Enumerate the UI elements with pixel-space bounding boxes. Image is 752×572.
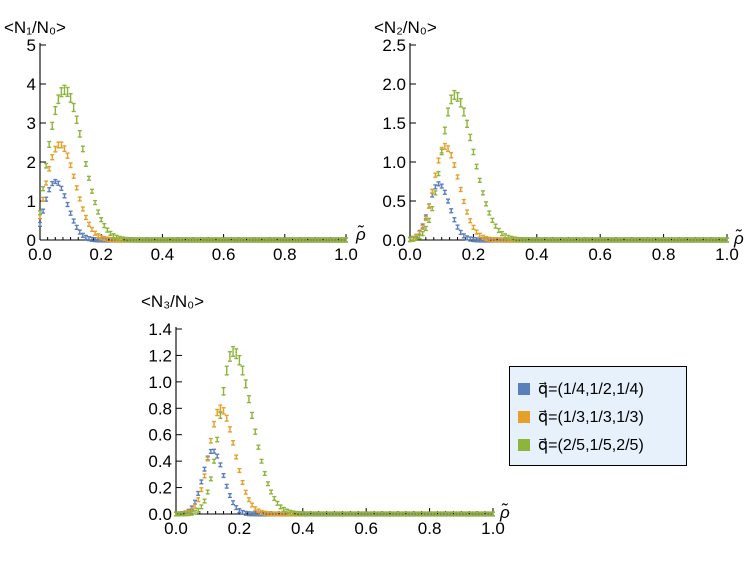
series-2	[408, 142, 729, 243]
y-tick-label: 5	[27, 36, 36, 55]
series-1	[174, 448, 495, 517]
chart-panel-2: 0.0 0.2 0.4 0.6 0.8 1.0 0.0 0.5 1.0 1.5 2.0 2.5<N₂/…	[374, 18, 744, 264]
y-tick-label: 0.4	[148, 452, 172, 471]
y-axis-title: <N₃/N₀>	[141, 292, 204, 311]
y-tick-label: 2	[27, 153, 36, 172]
x-tick-label: 1.0	[481, 519, 505, 538]
legend: q⃗=(1/4,1/2,1/4) q⃗=(1/3,1/3,1/3) q⃗=(2/…	[509, 366, 687, 466]
x-axis-title: ρ̃	[733, 228, 744, 248]
x-tick-label: 0.2	[228, 519, 252, 538]
chart-panel-1: 0.0 0.2 0.4 0.6 0.8 1.0 0 1 2 3 4 5<N₁/N₀> ρ̃	[4, 18, 366, 264]
x-tick-label: 0.4	[525, 245, 549, 264]
y-tick-label: 0.0	[382, 231, 406, 250]
legend-label: q⃗=(1/3,1/3,1/3)	[538, 409, 644, 426]
series-1	[408, 181, 729, 243]
legend-swatch	[518, 383, 530, 395]
y-tick-label: 2.5	[382, 36, 406, 55]
y-tick-label: 0	[27, 231, 36, 250]
legend-label: q⃗=(1/4,1/2,1/4)	[538, 381, 644, 398]
y-tick-label: 0.0	[148, 505, 172, 524]
x-tick-label: 0.4	[291, 519, 315, 538]
series-2	[38, 141, 348, 243]
y-tick-label: 2.0	[382, 75, 406, 94]
x-tick-label: 0.8	[273, 245, 297, 264]
legend-item: q⃗=(2/5,1/5,2/5)	[518, 431, 678, 459]
x-tick-label: 0.6	[588, 245, 612, 264]
y-axis-title: <N₂/N₀>	[374, 18, 437, 37]
y-tick-label: 1.4	[148, 320, 172, 339]
series-2	[174, 404, 495, 517]
y-tick-label: 1.5	[382, 114, 406, 133]
x-tick-label: 0.2	[89, 245, 113, 264]
y-tick-label: 1.0	[382, 153, 406, 172]
x-tick-label: 0.2	[462, 245, 486, 264]
x-tick-label: 0.6	[354, 519, 378, 538]
x-tick-label: 0.8	[418, 519, 442, 538]
x-tick-label: 0.4	[151, 245, 175, 264]
y-axis-title: <N₁/N₀>	[4, 18, 66, 37]
y-tick-label: 1.2	[148, 346, 172, 365]
x-tick-label: 0.0	[28, 245, 52, 264]
y-tick-label: 0.5	[382, 192, 406, 211]
x-tick-label: 0.0	[398, 245, 422, 264]
series-3	[408, 89, 729, 243]
x-tick-label: 0.8	[652, 245, 676, 264]
x-axis-title: ρ̃	[499, 502, 510, 522]
legend-label: q⃗=(2/5,1/5,2/5)	[538, 437, 644, 454]
y-tick-label: 3	[27, 114, 36, 133]
y-tick-label: 0.6	[148, 426, 172, 445]
chart-panel-3: 0.0 0.2 0.4 0.6 0.8 1.0 0.0 0.2 0.4 0.6 0.8 1.0 1.2 1…	[141, 292, 510, 538]
legend-item: q⃗=(1/4,1/2,1/4)	[518, 375, 678, 403]
x-axis-title: ρ̃	[355, 224, 366, 244]
y-tick-label: 4	[27, 75, 36, 94]
x-tick-label: 0.0	[164, 519, 188, 538]
legend-item: q⃗=(1/3,1/3,1/3)	[518, 403, 678, 431]
y-tick-label: 1.0	[148, 373, 172, 392]
x-tick-label: 1.0	[715, 245, 739, 264]
x-tick-label: 0.6	[212, 245, 236, 264]
legend-swatch	[518, 411, 530, 423]
series-3	[38, 84, 348, 243]
y-tick-label: 0.8	[148, 399, 172, 418]
y-tick-label: 1	[27, 192, 36, 211]
x-tick-label: 1.0	[334, 245, 358, 264]
series-3	[174, 345, 495, 517]
y-tick-label: 0.2	[148, 479, 172, 498]
legend-swatch	[518, 439, 530, 451]
